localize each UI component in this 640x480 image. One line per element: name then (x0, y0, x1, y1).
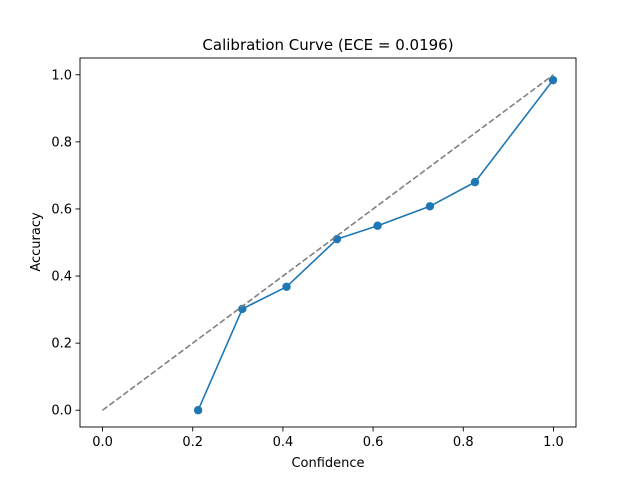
x-tick-label: 0.6 (363, 435, 384, 450)
x-tick-label: 0.8 (453, 435, 474, 450)
chart-title: Calibration Curve (ECE = 0.0196) (202, 36, 453, 54)
y-tick-label: 0.2 (51, 337, 72, 352)
reference-diagonal-line (102, 74, 554, 411)
calibration-point (373, 221, 382, 230)
x-tick-label: 0.4 (273, 435, 294, 450)
calibration-point (193, 406, 203, 415)
x-tick-label: 0.0 (92, 435, 113, 450)
calibration-point (470, 177, 480, 187)
x-tick-label: 0.2 (182, 435, 203, 450)
calibration-point (548, 75, 558, 85)
y-axis-label: Accuracy (29, 212, 44, 272)
calibration-point (425, 202, 435, 211)
y-tick-label: 0.0 (51, 404, 72, 419)
calibration-point (332, 234, 342, 244)
x-tick-label: 1.0 (543, 435, 564, 450)
y-tick-label: 0.8 (51, 135, 72, 150)
axes-frame (79, 57, 577, 428)
calibration-point (282, 282, 291, 291)
calibration-series-line (197, 79, 554, 411)
x-axis-label: Confidence (291, 456, 364, 471)
y-tick-label: 0.4 (51, 270, 72, 285)
y-tick-label: 0.6 (51, 202, 72, 217)
plot-area: 0.0 0.2 0.4 0.6 0.8 1.0 0.0 0.2 0.4 0.6 0.8 1.0 (51, 57, 577, 450)
y-tick-label: 1.0 (51, 68, 72, 83)
